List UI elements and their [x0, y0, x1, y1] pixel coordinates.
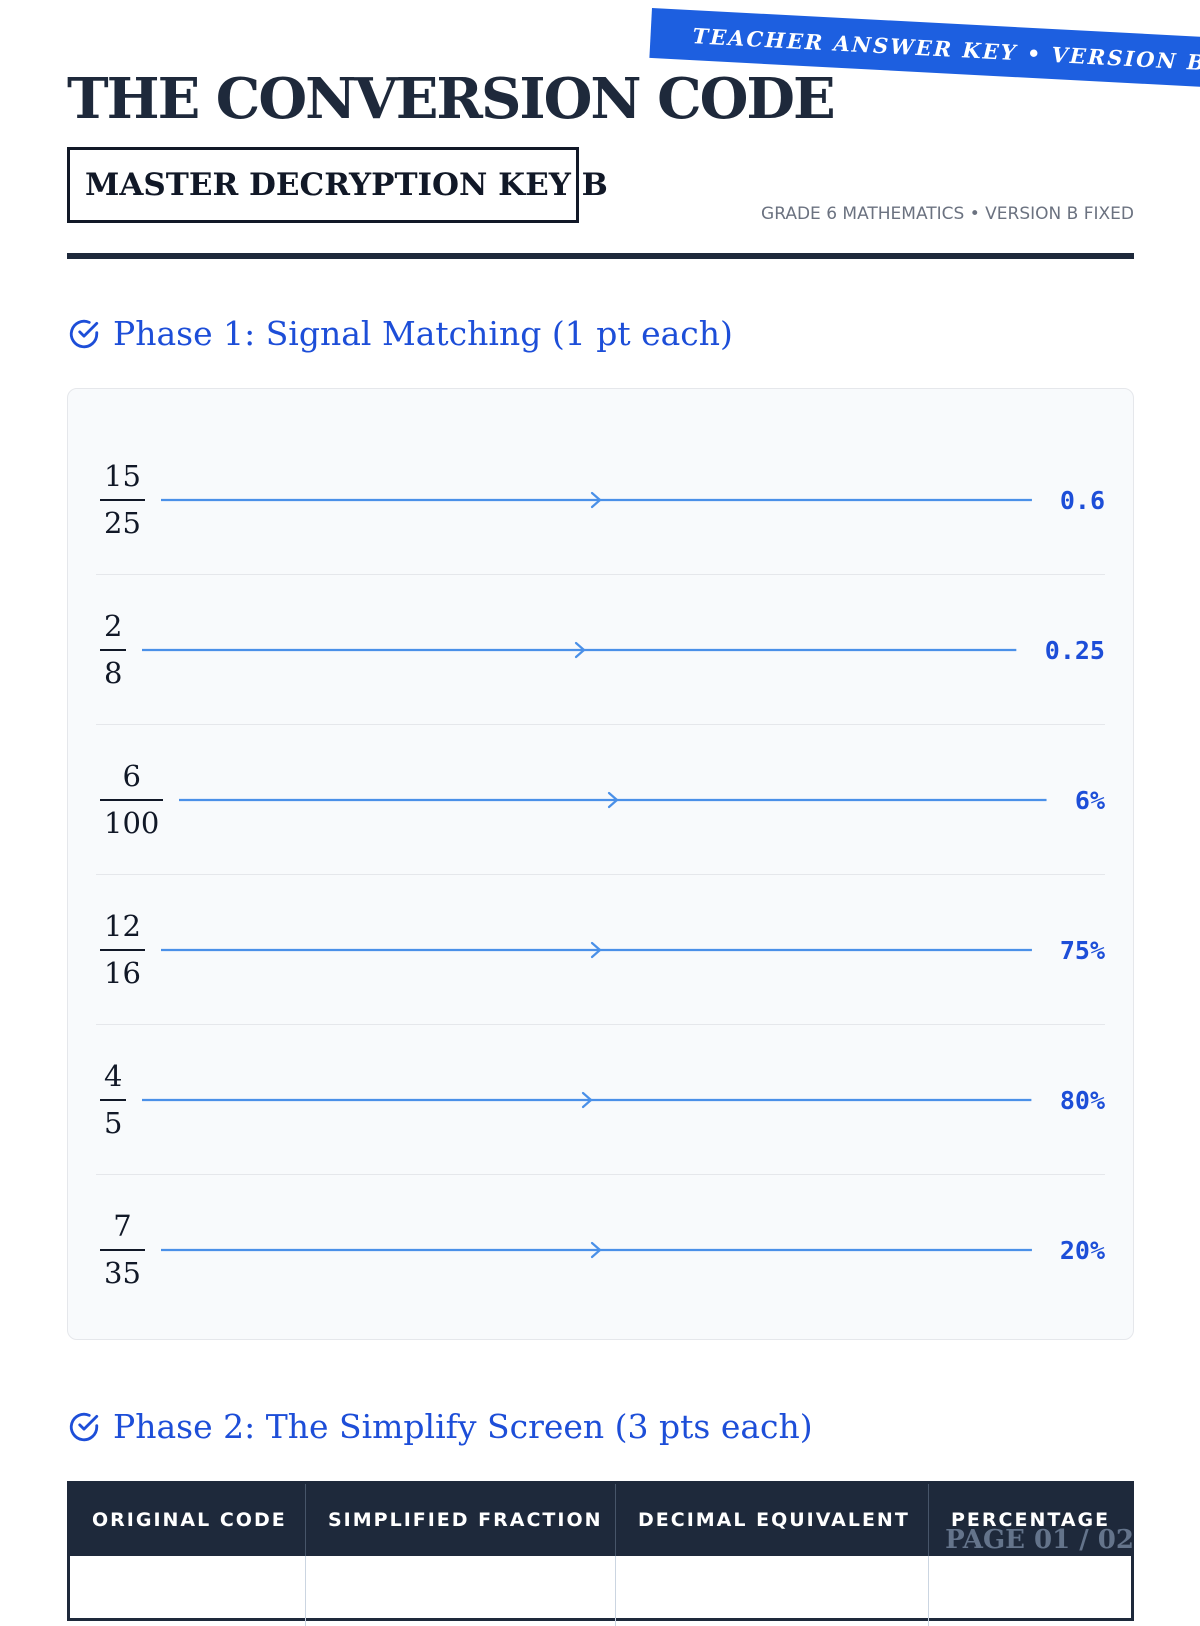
match-connector-line	[161, 940, 1032, 960]
table-header: ORIGINAL CODE SIMPLIFIED FRACTION DECIMA…	[70, 1484, 1131, 1556]
phase2-heading: Phase 2: The Simplify Screen (3 pts each…	[67, 1407, 813, 1446]
answer-value: 0.25	[1044, 635, 1105, 665]
col-decimal-equivalent: DECIMAL EQUIVALENT	[616, 1484, 929, 1556]
simplify-table: ORIGINAL CODE SIMPLIFIED FRACTION DECIMA…	[67, 1481, 1134, 1626]
phase2-heading-text: Phase 2: The Simplify Screen (3 pts each…	[113, 1407, 813, 1446]
table-cell[interactable]	[306, 1556, 616, 1626]
fraction-bar	[100, 799, 164, 801]
arrow-right-icon	[574, 641, 585, 659]
table-cell[interactable]	[929, 1556, 1131, 1626]
subtitle-box: MASTER DECRYPTION KEY B	[67, 147, 608, 223]
answer-value: 20%	[1059, 1235, 1105, 1265]
table-cell[interactable]	[70, 1556, 306, 1626]
table-row	[70, 1556, 1131, 1626]
fraction-bar	[100, 1249, 145, 1251]
match-connector-line	[179, 790, 1047, 810]
match-row: 4 5 80%	[96, 1040, 1105, 1160]
fraction-bar	[100, 949, 145, 951]
match-connector-line	[161, 1240, 1032, 1260]
match-connector-line	[142, 640, 1016, 660]
check-circle-icon	[69, 1412, 99, 1441]
fraction-bar	[100, 649, 127, 651]
answer-value: 6%	[1074, 785, 1105, 815]
phase1-heading: Phase 1: Signal Matching (1 pt each)	[67, 314, 733, 353]
row-divider	[96, 874, 1105, 875]
fraction-numerator: 6	[122, 759, 141, 793]
arrow-right-icon	[591, 1241, 602, 1259]
fraction-denominator: 25	[104, 506, 141, 540]
match-connector-line	[142, 1090, 1031, 1110]
row-divider	[96, 1174, 1105, 1175]
match-row: 2 8 0.25	[96, 590, 1105, 710]
arrow-right-icon	[591, 491, 602, 509]
fraction-denominator: 100	[104, 806, 160, 840]
fraction-numerator: 7	[113, 1209, 132, 1243]
fraction-bar	[100, 499, 145, 501]
answer-value: 0.6	[1059, 485, 1105, 515]
table-cell[interactable]	[616, 1556, 929, 1626]
col-simplified-fraction: SIMPLIFIED FRACTION	[306, 1484, 616, 1556]
answer-value: 80%	[1059, 1085, 1105, 1115]
col-percentage: PERCENTAGE	[951, 1509, 1111, 1531]
col-original-code: ORIGINAL CODE	[70, 1484, 306, 1556]
fraction: 15 25	[100, 462, 145, 538]
fraction-denominator: 5	[104, 1106, 123, 1140]
fraction-denominator: 35	[104, 1256, 141, 1290]
fraction-numerator: 12	[104, 909, 141, 943]
check-circle-icon	[69, 319, 99, 348]
fraction-numerator: 2	[104, 609, 123, 643]
fraction: 7 35	[100, 1212, 145, 1288]
answer-value: 75%	[1059, 935, 1105, 965]
match-row: 6 100 6%	[96, 740, 1105, 860]
match-row: 15 25 0.6	[96, 440, 1105, 560]
matching-panel: 15 25 0.6 2 8 0.25 6 100 6% 12 16 75% 4 5 80% 7 35 20%	[67, 388, 1134, 1340]
match-row: 12 16 75%	[96, 890, 1105, 1010]
arrow-right-icon	[582, 1091, 593, 1109]
match-row: 7 35 20%	[96, 1190, 1105, 1310]
fraction-denominator: 8	[104, 656, 123, 690]
fraction-denominator: 16	[104, 956, 141, 990]
match-connector-line	[161, 490, 1032, 510]
page-title: THE CONVERSION CODE	[67, 66, 836, 132]
fraction-bar	[100, 1099, 127, 1101]
fraction: 6 100	[100, 759, 164, 840]
arrow-right-icon	[591, 941, 602, 959]
page-number: PAGE 01 / 02	[945, 1525, 1134, 1555]
arrow-right-icon	[608, 791, 619, 809]
row-divider	[96, 574, 1105, 575]
phase1-heading-text: Phase 1: Signal Matching (1 pt each)	[113, 314, 733, 353]
row-divider	[96, 724, 1105, 725]
fraction-numerator: 4	[104, 1059, 123, 1093]
fraction: 12 16	[100, 912, 145, 988]
fraction-numerator: 15	[104, 459, 141, 493]
subtitle-text: MASTER DECRYPTION KEY B	[85, 167, 608, 203]
grade-meta: GRADE 6 MATHEMATICS • VERSION B FIXED	[761, 204, 1134, 224]
header-rule	[67, 253, 1134, 259]
row-divider	[96, 1024, 1105, 1025]
